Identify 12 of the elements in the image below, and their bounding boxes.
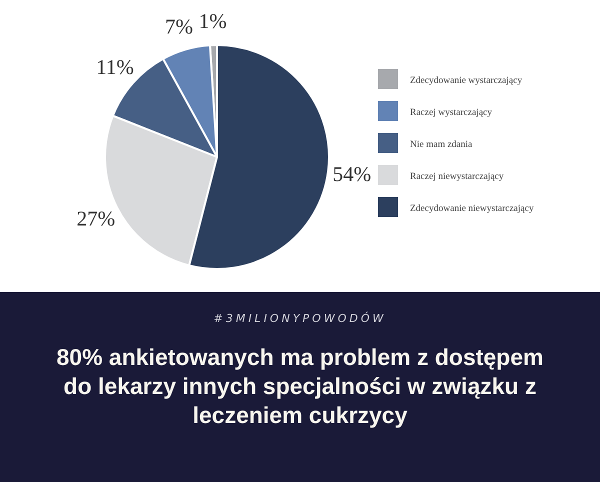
data-label: 11% bbox=[96, 55, 134, 80]
data-label: 1% bbox=[198, 9, 227, 34]
legend-label: Zdecydowanie niewystarczający bbox=[410, 204, 534, 214]
data-label: 54% bbox=[332, 162, 372, 186]
legend-label: Raczej niewystarczający bbox=[410, 172, 504, 182]
data-label: 27% bbox=[76, 206, 116, 231]
legend-label: Nie mam zdania bbox=[410, 140, 472, 150]
data-label: 7% bbox=[165, 14, 194, 38]
legend-label: Raczej wystarczający bbox=[410, 108, 492, 118]
legend-label: Zdecydowanie wystarczający bbox=[410, 76, 522, 86]
text: #3MILIONYPOWODÓW bbox=[212, 312, 388, 325]
text: 80% ankietowanych ma problem z dostępem do lekarzy innych specjalności w związku z leczeniem cukrzycy bbox=[56, 343, 544, 430]
